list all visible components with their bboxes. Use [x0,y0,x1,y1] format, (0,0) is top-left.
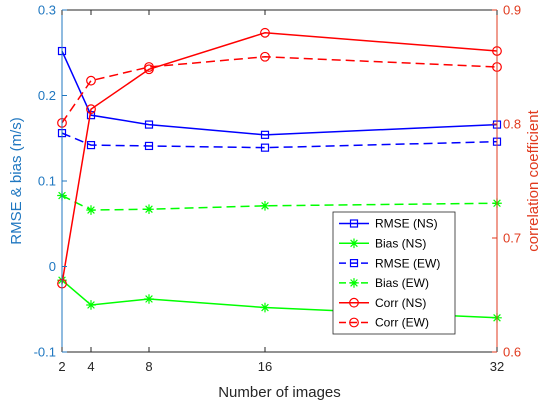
series-point [86,300,96,310]
legend-marker [349,219,359,228]
series-point [144,294,154,304]
legend-marker [349,278,359,288]
series-line [61,132,498,149]
legend-label: Corr (EW) [375,316,429,330]
x-axis-title: Number of images [218,384,341,401]
series-point [144,120,154,129]
right-y-axis-title: correlation coefficient [525,109,542,251]
axes-layer: 2 4 8 16 32 -0.1 0 0.1 0.2 0.3 0.6 0.7 0.8 0.9 [34,3,521,375]
series-line [61,55,498,124]
left-y-tick-label: 0.3 [38,3,56,18]
legend-box [332,211,456,335]
series-point [260,51,270,62]
left-y-tick-label: 0 [49,259,56,274]
legend-label: Bias (NS) [375,237,426,251]
series-point [144,204,154,215]
series-point [86,104,96,115]
legend-marker [349,238,359,249]
series-point [260,143,270,152]
x-tick-label: 32 [490,359,504,374]
x-tick-label: 2 [58,359,65,374]
legend-item: RMSE (NS) [339,217,438,231]
left-y-tick-label: 0.2 [38,88,56,103]
legend-label: RMSE (NS) [375,217,438,231]
series-line [61,32,498,284]
legend-item: Corr (NS) [339,296,426,310]
legend-item: Bias (EW) [339,276,429,290]
series-point [144,62,154,72]
series-point [260,200,270,211]
legend: RMSE (NS) Bias (NS) RMSE (EW) Bias (EW) Corr… [332,211,456,335]
series-point [86,75,96,86]
right-y-tick-label: 0.8 [503,117,521,132]
legend-marker [349,317,359,328]
series-point [260,130,270,139]
legend-marker [349,297,359,308]
legend-item: RMSE (EW) [339,256,440,270]
legend-label: RMSE (EW) [375,256,440,270]
x-tick-label: 4 [87,359,94,374]
right-y-tick-label: 0.6 [503,345,521,360]
legend-label: Bias (EW) [375,276,429,290]
legend-label: Corr (NS) [375,296,426,310]
left-y-tick-label: -0.1 [34,345,56,360]
left-y-tick-label: 0.1 [38,174,56,189]
series-point [260,27,270,38]
series-point [86,205,96,215]
series-point [86,140,96,150]
right-y-tick-label: 0.9 [503,3,521,18]
series-point [260,302,270,313]
legend-item: Bias (NS) [339,237,426,251]
right-y-tick-label: 0.7 [503,231,521,246]
legend-item: Corr (EW) [339,316,429,330]
x-tick-label: 16 [258,359,272,374]
series-point [144,141,154,151]
x-tick-label: 8 [145,359,152,374]
legend-marker [349,259,359,268]
left-y-axis-title: RMSE & bias (m/s) [8,117,25,245]
